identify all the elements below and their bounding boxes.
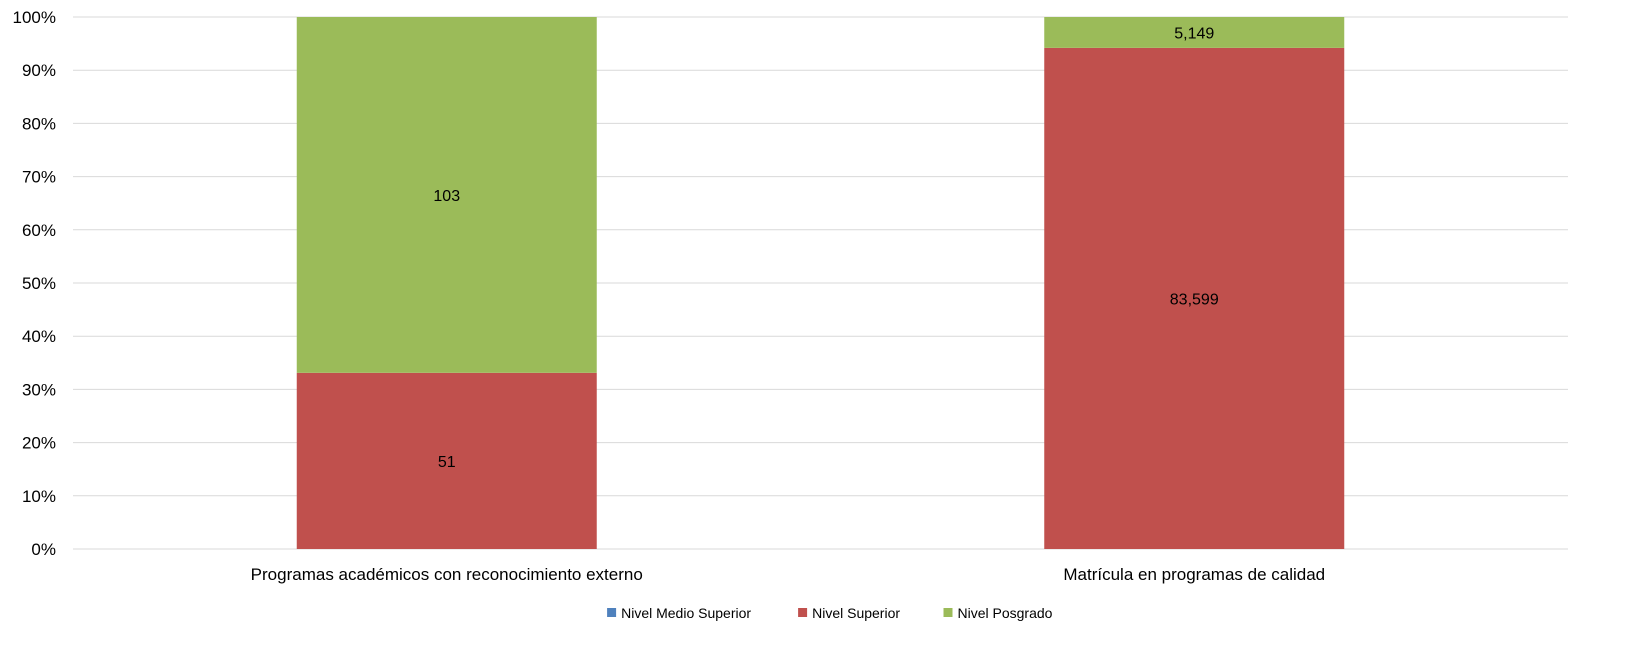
category-label: Matrícula en programas de calidad xyxy=(1063,565,1325,584)
legend-label: Nivel Posgrado xyxy=(958,605,1053,621)
data-label: 51 xyxy=(438,454,456,471)
y-tick-label: 80% xyxy=(22,114,56,133)
bar-segment xyxy=(1044,17,1345,48)
y-tick-label: 10% xyxy=(22,487,56,506)
y-axis-ticks: 0% 10% 20% 30% 40% 50% 60% 70% 80% 90% 100% xyxy=(13,8,56,559)
legend-swatch xyxy=(798,608,808,617)
legend-swatch xyxy=(607,608,617,617)
y-tick-label: 30% xyxy=(22,380,56,399)
x-axis-categories: Programas académicos con reconocimiento … xyxy=(251,565,1325,584)
legend-swatch xyxy=(943,608,953,617)
y-tick-label: 20% xyxy=(22,434,56,453)
y-tick-label: 90% xyxy=(22,61,56,80)
data-label: 83,599 xyxy=(1170,291,1219,308)
data-label: 103 xyxy=(433,188,460,205)
y-tick-label: 60% xyxy=(22,221,56,240)
y-tick-label: 40% xyxy=(22,327,56,346)
data-labels: 51 103 83,599 5,149 xyxy=(433,25,1218,470)
y-tick-label: 100% xyxy=(13,8,56,27)
legend: Nivel Medio Superior Nivel Superior Nivel … xyxy=(607,605,1053,621)
y-tick-label: 50% xyxy=(22,274,56,293)
data-label: 5,149 xyxy=(1174,25,1214,42)
y-tick-label: 70% xyxy=(22,168,56,187)
y-tick-label: 0% xyxy=(31,540,56,559)
bar-segment xyxy=(296,17,597,373)
bar-segment xyxy=(1044,47,1345,549)
legend-label: Nivel Superior xyxy=(812,605,900,621)
bar-segment xyxy=(296,372,597,549)
category-label: Programas académicos con reconocimiento … xyxy=(251,565,643,584)
bars xyxy=(296,17,1345,549)
legend-label: Nivel Medio Superior xyxy=(621,605,751,621)
